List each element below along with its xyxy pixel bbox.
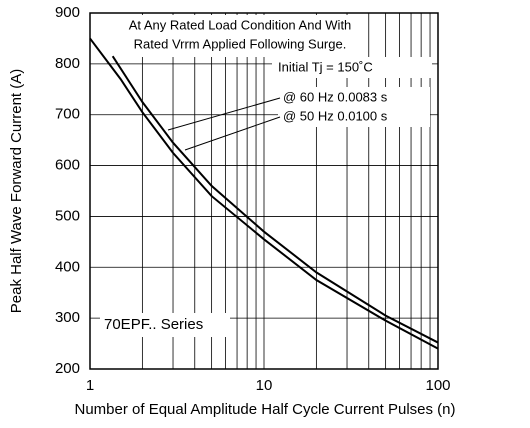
annotation-box [272, 57, 432, 78]
plot-frame [89, 12, 439, 370]
y-tick-label: 900 [55, 4, 80, 21]
series-line [89, 37, 439, 350]
legend-label: @ 60 Hz 0.0083 s [283, 89, 388, 104]
legend-pointer [184, 116, 281, 151]
annotation: 70EPF.. Series [104, 316, 203, 333]
y-tick-label: 200 [55, 360, 80, 377]
annotation-box [100, 313, 230, 337]
y-tick-label: 300 [55, 309, 80, 326]
annotation-box [278, 87, 430, 107]
annotation: Rated Vrrm Applied Following Surge. [134, 36, 347, 51]
x-axis-label: Number of Equal Amplitude Half Cycle Cur… [75, 401, 456, 418]
y-tick-label: 400 [55, 258, 80, 275]
x-tick-label: 10 [256, 377, 273, 394]
annotation-box [278, 107, 430, 127]
y-tick-label: 600 [55, 157, 80, 174]
legend-pointer [167, 97, 281, 131]
x-tick-label: 1 [86, 377, 94, 394]
legend-label: @ 50 Hz 0.0100 s [283, 108, 388, 123]
y-tick-label: 800 [55, 55, 80, 72]
annotation: Initial Tj = 150˚C [278, 59, 373, 74]
annotation-box [118, 15, 364, 57]
y-axis-label: Peak Half Wave Forward Current (A) [8, 69, 25, 314]
series-line [111, 55, 439, 344]
annotation: At Any Rated Load Condition And With [129, 17, 352, 32]
y-tick-label: 500 [55, 207, 80, 224]
y-tick-label: 700 [55, 106, 80, 123]
x-tick-label: 100 [425, 377, 450, 394]
